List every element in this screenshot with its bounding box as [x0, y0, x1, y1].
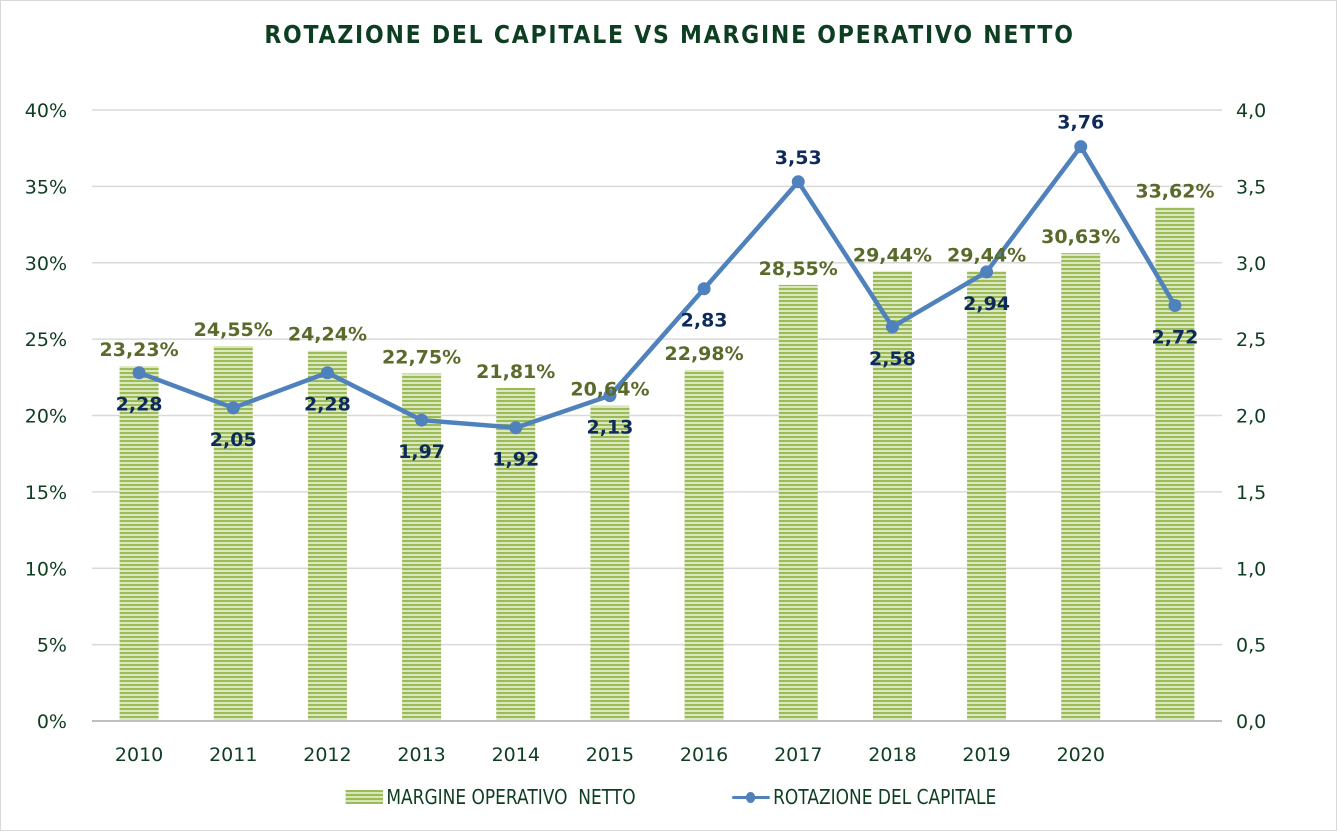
y-left-tick-label: 20%: [25, 406, 67, 428]
x-tick-label: 2014: [492, 744, 540, 766]
line-point: [791, 175, 805, 189]
y-right-tick-label: 2,0: [1236, 406, 1266, 428]
line-data-label: 2,94: [963, 293, 1010, 315]
bar: [684, 369, 724, 721]
legend-label-margine: MARGINE OPERATIVO NETTO: [386, 785, 636, 809]
line-data-label: 2,28: [116, 394, 163, 416]
x-tick-label: 2013: [397, 744, 445, 766]
bar-data-label: 24,55%: [194, 319, 273, 341]
chart-title: ROTAZIONE DEL CAPITALE VS MARGINE OPERAT…: [264, 20, 1075, 49]
x-tick-label: 2019: [962, 744, 1010, 766]
line-point: [226, 401, 240, 415]
line-data-label: 2,28: [304, 394, 351, 416]
line-data-label: 2,13: [586, 417, 633, 439]
line-data-label: 2,72: [1151, 327, 1198, 349]
bar-series: [119, 207, 1195, 722]
bar-data-label: 33,62%: [1135, 180, 1214, 202]
data-labels: 23,23% 24,55% 24,24% 22,75% 21,81% 20,64% 22,9…: [100, 112, 1215, 471]
y-left-tick-label: 30%: [25, 253, 67, 275]
line-data-label: 1,97: [398, 441, 445, 463]
bar: [307, 350, 347, 721]
line-path: [138, 144, 1177, 430]
bar-data-label: 21,81%: [476, 361, 555, 383]
y-right-tick-label: 2,5: [1236, 329, 1266, 351]
line-data-label: 2,83: [681, 310, 728, 332]
x-tick-label: 2015: [586, 744, 634, 766]
y-right-tick-label: 3,5: [1236, 176, 1266, 198]
bar-data-label: 29,44%: [853, 244, 932, 266]
line-point: [697, 282, 711, 296]
line-point: [980, 265, 994, 279]
gridlines: [92, 109, 1222, 646]
bar: [496, 387, 536, 721]
bar-data-label: 24,24%: [288, 324, 367, 346]
line-data-label: 3,76: [1057, 112, 1104, 134]
x-tick-label: 2016: [680, 744, 728, 766]
line-marker-swatch-icon: [732, 790, 770, 804]
bar: [967, 271, 1007, 721]
bar-data-label: 23,23%: [100, 339, 179, 361]
axes: 0% 0,0 5% 0,5 10% 1,0 15% 1,5 20% 2,0 25% 2,5 30% 3,0…: [25, 100, 1266, 766]
y-left-tick-label: 5%: [37, 635, 67, 657]
x-tick-label: 2012: [303, 744, 351, 766]
line-data-label: 2,58: [869, 348, 916, 370]
line-point: [603, 389, 617, 403]
bar-data-label: 30,63%: [1041, 226, 1120, 248]
bar: [872, 271, 912, 721]
line-point: [320, 366, 334, 380]
x-tick-label: 2017: [774, 744, 822, 766]
y-right-tick-label: 1,5: [1236, 482, 1266, 504]
y-left-tick-label: 40%: [25, 100, 67, 122]
bar: [1155, 207, 1195, 722]
bar-data-label: 20,64%: [570, 379, 649, 401]
bar: [402, 373, 442, 721]
bar-data-label: 28,55%: [759, 258, 838, 280]
y-right-tick-label: 0,5: [1236, 635, 1266, 657]
bar: [778, 284, 818, 721]
x-tick-label: 2020: [1057, 744, 1105, 766]
line-point: [132, 366, 146, 380]
y-right-tick-label: 0,0: [1236, 711, 1266, 733]
bar-data-label: 22,75%: [382, 346, 461, 368]
line-data-label: 2,05: [210, 429, 257, 451]
x-tick-label: 2011: [209, 744, 257, 766]
bar-swatch-icon: [345, 790, 383, 804]
y-right-tick-label: 3,0: [1236, 253, 1266, 275]
y-left-tick-label: 0%: [37, 711, 67, 733]
x-tick-label: 2010: [115, 744, 163, 766]
line-point: [1074, 140, 1088, 154]
legend: MARGINE OPERATIVO NETTO ROTAZIONE DEL CA…: [0, 785, 1339, 809]
legend-item-margine[interactable]: MARGINE OPERATIVO NETTO: [345, 785, 635, 809]
y-left-tick-label: 25%: [25, 329, 67, 351]
y-left-tick-label: 10%: [25, 558, 67, 580]
line-point: [415, 413, 429, 427]
y-left-tick-label: 35%: [25, 176, 67, 198]
y-right-tick-label: 1,0: [1236, 558, 1266, 580]
line-data-label: 3,53: [775, 147, 822, 169]
x-tick-label: 2018: [868, 744, 916, 766]
y-left-tick-label: 15%: [25, 482, 67, 504]
line-point: [1168, 299, 1182, 313]
bar: [1061, 253, 1101, 721]
line-point: [509, 421, 523, 435]
bar-data-label: 29,44%: [947, 244, 1026, 266]
line-series: [132, 140, 1182, 435]
bar-data-label: 22,98%: [665, 343, 744, 365]
legend-label-rotazione: ROTAZIONE DEL CAPITALE: [772, 785, 997, 809]
bar: [590, 405, 630, 721]
bar: [119, 366, 159, 721]
line-point: [885, 320, 899, 334]
legend-item-rotazione[interactable]: ROTAZIONE DEL CAPITALE: [732, 785, 996, 809]
y-right-tick-label: 4,0: [1236, 100, 1266, 122]
line-data-label: 1,92: [492, 449, 539, 471]
